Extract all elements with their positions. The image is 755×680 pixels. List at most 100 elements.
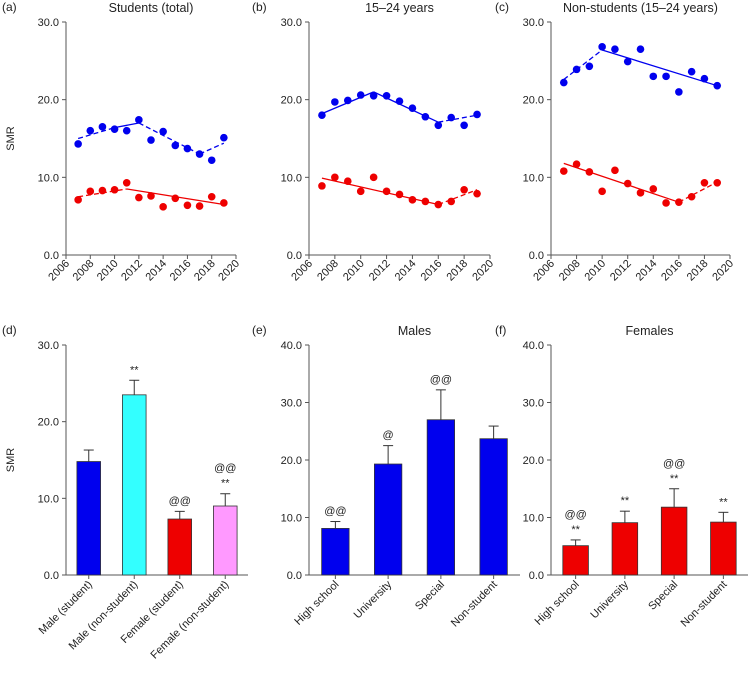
data-point xyxy=(572,160,581,168)
data-point xyxy=(473,110,481,119)
bar xyxy=(710,521,737,576)
data-point xyxy=(195,202,204,210)
x-tick-label: 2008 xyxy=(557,258,583,284)
data-point xyxy=(636,189,645,197)
bar xyxy=(562,545,589,576)
data-point xyxy=(74,140,82,148)
panel-letter: (e) xyxy=(252,323,267,337)
data-point xyxy=(713,81,722,90)
series-female xyxy=(74,178,228,211)
data-point xyxy=(585,168,594,176)
y-tick-label: 0.0 xyxy=(287,250,302,262)
data-point xyxy=(434,200,443,209)
series-female xyxy=(318,173,481,209)
trend-line-segment xyxy=(601,49,718,87)
y-tick-label: 20.0 xyxy=(281,455,302,467)
panel-title: Non-students (15–24 years) xyxy=(563,1,718,15)
data-point xyxy=(611,45,619,53)
trend-line-segment xyxy=(563,162,680,203)
data-point xyxy=(395,97,404,106)
y-axis-label: SMR xyxy=(5,126,17,151)
data-point xyxy=(408,104,417,113)
x-tick-label: University xyxy=(588,578,631,621)
data-point xyxy=(171,141,180,150)
data-point xyxy=(135,193,143,202)
data-point xyxy=(331,98,339,106)
x-tick-label: Non-student xyxy=(679,579,730,630)
data-point xyxy=(473,189,481,198)
y-tick-label: 0.0 xyxy=(44,570,59,582)
y-tick-label: 30.0 xyxy=(281,17,302,29)
data-point xyxy=(343,96,352,105)
y-tick-label: 20.0 xyxy=(523,95,544,107)
data-point xyxy=(623,57,632,66)
data-point xyxy=(675,198,683,206)
significance-marker: @@ xyxy=(663,458,685,470)
data-point xyxy=(110,125,119,133)
x-tick-label: 2010 xyxy=(341,258,367,284)
bar xyxy=(321,528,350,576)
data-point xyxy=(460,185,468,194)
data-point xyxy=(700,178,709,187)
significance-marker: @ xyxy=(383,430,394,442)
x-tick-label: 2012 xyxy=(367,258,393,284)
x-tick-label: High school xyxy=(292,579,341,628)
data-point xyxy=(649,185,658,193)
significance-marker: @@ xyxy=(169,495,191,507)
data-point xyxy=(195,150,204,158)
trend-line-segment xyxy=(438,189,478,206)
y-tick-label: 20.0 xyxy=(38,417,59,429)
y-tick-label: 0.0 xyxy=(287,570,302,582)
panel-title: 15–24 years xyxy=(365,1,434,15)
x-tick-label: 2018 xyxy=(444,258,470,284)
y-tick-label: 10.0 xyxy=(38,172,59,184)
panel-b: 0.010.020.030.015–24 years(b)2006 2008 201… xyxy=(252,0,496,283)
data-point xyxy=(147,136,155,144)
x-tick-label: 2010 xyxy=(95,258,121,284)
panel-a: 0.0 10.0 20.0 30.0 SMR Students (total) (a) 200… xyxy=(2,0,242,283)
panel-title: Students (total) xyxy=(109,1,194,15)
trend-line-segment xyxy=(199,142,225,155)
y-tick-label: 10.0 xyxy=(281,172,302,184)
data-point xyxy=(122,178,131,187)
panel-letter: (f) xyxy=(495,323,506,337)
x-tick-label: 2008 xyxy=(315,258,341,284)
panel-letter: (c) xyxy=(495,0,509,14)
x-tick-label: Female (non-student) xyxy=(149,579,232,662)
data-point xyxy=(159,127,167,136)
trend-line-segment xyxy=(321,177,439,206)
x-tick-label: 2014 xyxy=(143,258,169,284)
data-point xyxy=(447,113,456,122)
data-point xyxy=(369,173,378,182)
data-point xyxy=(687,192,696,201)
panel-f: 0.0 10.0 20.0 30.0 40.0 Females (f) ** @@ High sc… xyxy=(495,323,748,630)
y-tick-label: 0.0 xyxy=(529,250,544,262)
data-point xyxy=(110,185,119,194)
series-male xyxy=(74,116,228,165)
data-point xyxy=(207,192,216,201)
y-tick-label: 0.0 xyxy=(529,570,544,582)
bar xyxy=(76,461,101,576)
x-tick-label: 2008 xyxy=(71,258,97,284)
significance-marker: ** xyxy=(130,364,139,376)
data-point xyxy=(649,72,658,81)
data-point xyxy=(369,91,378,100)
y-tick-label: 20.0 xyxy=(38,95,59,107)
data-point xyxy=(662,72,670,81)
bar xyxy=(213,505,238,576)
panel-title: Males xyxy=(398,324,431,338)
bar xyxy=(167,518,192,576)
bar xyxy=(479,438,508,576)
significance-marker: @@ xyxy=(324,506,346,518)
x-tick-label: 2020 xyxy=(710,258,736,284)
significance-marker: @@ xyxy=(564,509,586,521)
bar xyxy=(426,419,455,576)
y-tick-label: 40.0 xyxy=(281,340,302,352)
y-tick-label: 0.0 xyxy=(44,250,59,262)
x-tick-label: High school xyxy=(533,579,582,628)
data-point xyxy=(395,190,404,199)
series-male xyxy=(318,91,481,130)
y-tick-label: 10.0 xyxy=(523,513,544,525)
